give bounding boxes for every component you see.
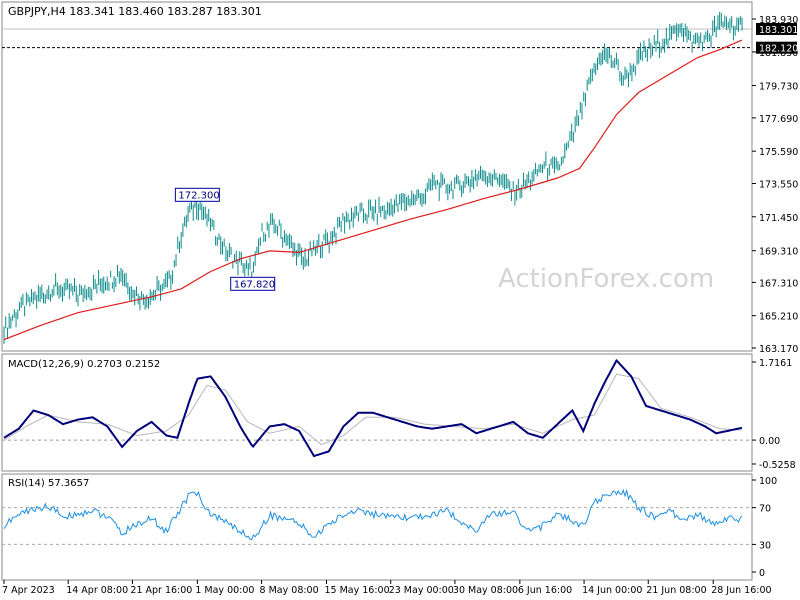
- rsi-tick-label: 100: [759, 476, 777, 487]
- time-tick-label: 6 Jun 16:00: [518, 585, 572, 596]
- time-tick-label: 23 May 00:00: [389, 585, 454, 596]
- price-tick-label: 175.590: [759, 147, 798, 158]
- price-tick-label: 179.730: [759, 82, 798, 93]
- time-tick-label: 21 Jun 08:00: [646, 585, 706, 596]
- rsi-series: [2, 488, 752, 545]
- annotation-label: 167.820: [234, 279, 275, 290]
- macd-series: [2, 358, 752, 458]
- rsi-axis: 100 70 30 0: [752, 476, 777, 579]
- symbol-header: GBPJPY,H4 183.341 183.460 183.287 183.30…: [8, 5, 262, 18]
- time-tick-label: 14 Apr 08:00: [66, 585, 128, 596]
- price-panel-frame: [1, 1, 753, 352]
- time-axis: 7 Apr 2023 14 Apr 08:00 21 Apr 16:00 1 May …: [2, 580, 772, 596]
- rsi-tick-label: 70: [759, 504, 771, 515]
- price-tick-label: 183.930: [759, 15, 798, 26]
- macd-line: [3, 358, 743, 458]
- macd-tick-label: 0.00: [759, 436, 780, 447]
- annotation-box: [174, 187, 220, 202]
- price-axis: 183.930181.850179.730177.690175.590173.5…: [752, 15, 798, 355]
- annotation-label: 172.300: [178, 190, 219, 201]
- price-tick-label: 169.310: [759, 247, 798, 258]
- annotation-box: [230, 276, 276, 291]
- rsi-panel-frame: [1, 473, 753, 581]
- price-tick-label: 167.310: [759, 278, 798, 289]
- price-series: 183.301 182.120: [2, 11, 798, 344]
- macd-tick-label: 1.7161: [759, 358, 792, 369]
- time-tick-label: 14 Jun 00:00: [582, 585, 642, 596]
- rsi-line: [3, 488, 743, 541]
- price-panel: GBPJPY,H4 183.341 183.460 183.287 183.30…: [1, 1, 798, 355]
- moving-average-line: [3, 39, 743, 341]
- rsi-tick-label: 30: [759, 540, 771, 551]
- price-annotations: 172.300 167.820: [174, 187, 276, 291]
- watermark: ActionForex.com: [498, 264, 714, 294]
- rsi-panel: RSI(14) 57.3657 100 70 30 0: [1, 473, 777, 581]
- time-tick-label: 21 Apr 16:00: [130, 585, 192, 596]
- rsi-header: RSI(14) 57.3657: [8, 478, 89, 489]
- price-tick-label: 173.550: [759, 180, 798, 191]
- price-tick-label: 165.210: [759, 312, 798, 323]
- price-tick-label: 177.690: [759, 114, 798, 125]
- macd-header: MACD(12,26,9) 0.2703 0.2152: [8, 359, 160, 370]
- macd-panel-frame: [1, 353, 753, 472]
- price-tick-label: 163.170: [759, 344, 798, 355]
- price-tick-label: 171.450: [759, 213, 798, 224]
- level-price-box: [756, 41, 797, 54]
- time-tick-label: 30 May 08:00: [453, 585, 518, 596]
- current-price-label: 183.301: [759, 25, 798, 36]
- level-price-label: 182.120: [759, 44, 798, 55]
- macd-axis: 1.7161 0.00 -0.5258: [752, 358, 796, 471]
- time-tick-label: 1 May 00:00: [195, 585, 254, 596]
- time-tick-label: 8 May 08:00: [260, 585, 319, 596]
- time-tick-label: 7 Apr 2023: [2, 585, 55, 596]
- time-tick-label: 28 Jun 16:00: [711, 585, 771, 596]
- rsi-tick-label: 0: [759, 568, 765, 579]
- macd-tick-label: -0.5258: [759, 460, 796, 471]
- macd-signal-line: [3, 373, 743, 446]
- current-price-box: [756, 22, 797, 35]
- time-tick-label: 15 May 16:00: [325, 585, 390, 596]
- macd-panel: MACD(12,26,9) 0.2703 0.2152 1.7161 0.00 -0…: [1, 353, 796, 472]
